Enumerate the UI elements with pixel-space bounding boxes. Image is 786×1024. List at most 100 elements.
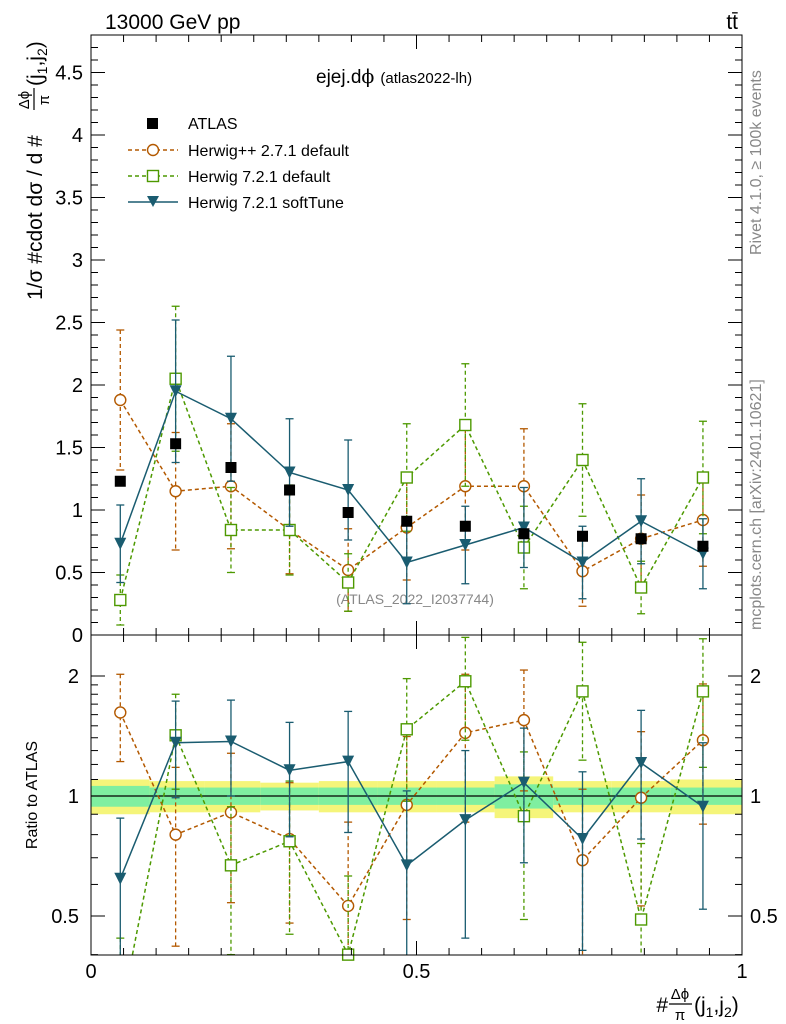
main-point (283, 466, 296, 479)
energy-label: 13000 GeV pp (105, 11, 240, 34)
legend-label-herwigpp: Herwig++ 2.7.1 default (188, 143, 350, 160)
main-point (114, 393, 127, 407)
main-x-ticks (90, 35, 743, 635)
ratio-point (114, 706, 127, 719)
atlas-data-point (114, 475, 126, 487)
ratio-point (459, 675, 472, 688)
main-series (114, 305, 710, 626)
ratio-point (634, 913, 648, 926)
main-point (114, 537, 127, 550)
ratio-point (114, 872, 127, 885)
main-series-line (119, 399, 704, 573)
x-axis-label: # Δϕ π (j1,j2) (656, 986, 738, 1024)
x-tick-label: 0.5 (403, 961, 431, 983)
plot-title: ejej.dϕ (atlas2022-lh) (316, 66, 472, 88)
ratio-point (400, 723, 413, 736)
ratio-point (696, 800, 709, 813)
ratio-y-tick-label-right: 2 (750, 666, 761, 688)
main-point (635, 515, 648, 528)
ratio-point (224, 859, 238, 872)
main-y-tick-label: 3 (72, 250, 83, 272)
ratio-point (517, 776, 530, 789)
ratio-series (114, 636, 710, 961)
legend: ATLAS Herwig++ 2.7.1 default Herwig 7.2.… (128, 116, 350, 212)
main-point (517, 521, 530, 534)
legend-marker-softtune (147, 196, 159, 207)
main-y-tick-label: 2.5 (55, 313, 83, 335)
legend-marker-herwigpp (146, 143, 160, 157)
main-point (342, 484, 355, 496)
ratio-point (400, 859, 413, 872)
ratio-point (169, 828, 182, 841)
main-y-tick-label: 1.5 (55, 438, 83, 460)
plot-title-main: ejej.d (316, 67, 361, 88)
ratio-point (635, 756, 648, 769)
atlas-data-point (225, 462, 237, 473)
main-point (576, 453, 589, 467)
atlas-data-point (284, 484, 296, 496)
x-tick-label: 0 (85, 961, 96, 983)
atlas-data-point (401, 515, 413, 527)
legend-label-softtune: Herwig 7.2.1 softTune (188, 195, 344, 212)
svg-text:1/σ #cdot dσ / d #: 1/σ #cdot dσ / d # (24, 135, 47, 300)
atlas-data-point (170, 438, 182, 450)
main-y-tick-label: 0 (72, 625, 83, 647)
ratio-point (576, 685, 589, 698)
legend-marker-atlas (147, 118, 158, 129)
main-series-herwig-7-2-1-default (114, 305, 710, 626)
main-point (114, 593, 127, 607)
ratio-y-axis: 0.5 0.5 1 1 2 2 (51, 666, 778, 956)
atlas-data-point (518, 528, 530, 540)
main-series-line (119, 376, 704, 601)
main-panel: 0 0.5 1 1.5 2 2.5 3 3.5 4 4.5 ejej.dϕ (atlas2022-l… (16, 34, 743, 647)
main-y-tick-label: 3.5 (55, 188, 83, 210)
main-point (576, 556, 589, 569)
main-series-atlas (114, 438, 709, 552)
ratio-y-tick-label: 0.5 (51, 906, 79, 928)
x-label-frac-den: π (675, 1007, 685, 1024)
legend-marker-herwig721 (146, 169, 160, 183)
ratio-point (576, 833, 589, 846)
main-point (400, 556, 413, 569)
mcplots-label: mcplots.cern.ch [arXiv:2401.10621] (748, 379, 765, 630)
ratio-y-tick-label-right: 1 (750, 786, 761, 808)
ratio-point (224, 735, 237, 748)
plot-title-phi: ϕ (361, 66, 374, 88)
ratio-point (169, 736, 182, 749)
main-point (169, 385, 182, 398)
main-series-herwig-2-7-1-default (114, 329, 710, 612)
plot-subtitle: (atlas2022-lh) (380, 70, 472, 87)
main-point (341, 576, 355, 589)
ratio-y-tick-label-right: 0.5 (750, 906, 778, 928)
main-series-herwig-7-2-1-softtune (114, 319, 709, 605)
x-tick-label: 1 (736, 961, 747, 983)
x-label-prefix: # (656, 994, 668, 1017)
x-label-args: (j1,j2) (694, 994, 739, 1020)
main-y-axis: 0 0.5 1 1.5 2 2.5 3 3.5 4 4.5 (55, 34, 742, 647)
y-label-frac-den: π (36, 95, 53, 105)
legend-item-herwigpp: Herwig++ 2.7.1 default (128, 143, 350, 160)
ratio-point (283, 764, 296, 777)
ratio-series-herwig-2-7-1-default (114, 669, 710, 955)
y-label-frac-num: Δϕ (16, 91, 33, 109)
process-label: tt̄ (726, 11, 738, 34)
ratio-point (696, 685, 710, 698)
ratio-series-line (131, 680, 704, 955)
main-point (696, 471, 710, 484)
legend-item-atlas: ATLAS (147, 116, 238, 133)
legend-label-atlas: ATLAS (188, 116, 238, 133)
ratio-point (342, 755, 355, 768)
main-point (224, 523, 238, 537)
ratio-y-axis-label: Ratio to ATLAS (24, 741, 41, 849)
ratio-series-herwig-7-2-1-default (116, 636, 710, 961)
atlas-data-point (342, 507, 354, 518)
atlas-data-point (577, 530, 589, 542)
main-y-tick-label: 4 (72, 125, 83, 147)
x-axis: 0 0.5 1 (85, 635, 748, 983)
atlas-data-point (697, 540, 709, 552)
ratio-y-tick-label: 1 (68, 786, 79, 808)
main-y-tick-label: 1 (72, 500, 83, 522)
ratio-series-herwig-7-2-1-softtune (114, 699, 709, 955)
main-point (459, 539, 472, 551)
main-point (459, 418, 472, 432)
